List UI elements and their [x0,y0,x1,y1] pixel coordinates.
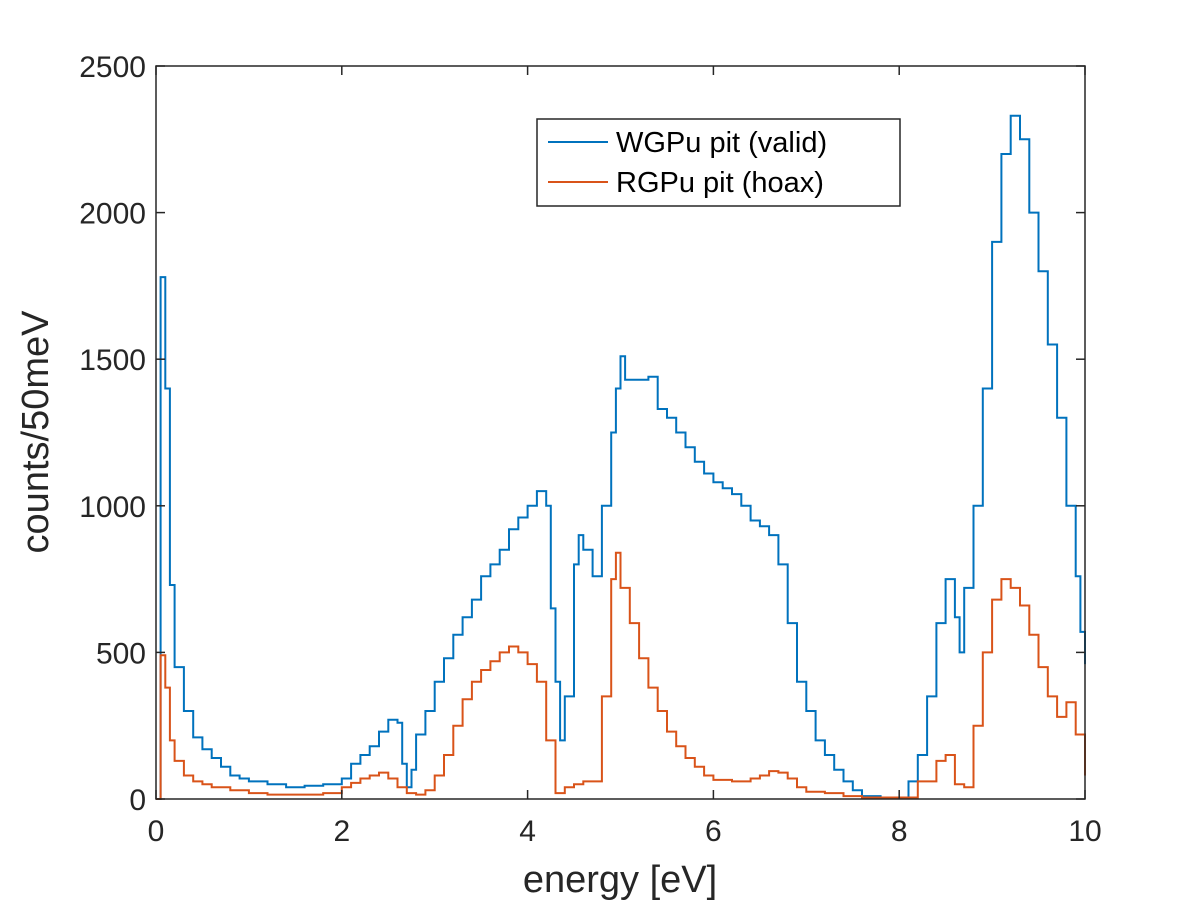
x-tick-label: 4 [519,815,536,848]
y-tick-label: 1000 [79,491,146,524]
y-tick-label: 0 [129,784,146,817]
y-tick-label: 1500 [79,344,146,377]
x-axis-label: energy [eV] [523,859,717,900]
y-axis-ticks: 0 500 1000 1500 2000 2500 [79,51,1085,817]
series-line-wgpu [156,114,1086,800]
legend-label-rgpu: RGPu pit (hoax) [616,167,824,199]
legend-box [536,118,901,207]
series-layer [156,114,1086,800]
y-tick-label: 2500 [79,51,146,84]
plot-frame [155,65,1086,800]
y-tick-label: 500 [96,637,146,670]
legend-label-wgpu: WGPu pit (valid) [616,127,827,159]
series-line-rgpu [156,551,1086,800]
x-tick-label: 2 [333,815,350,848]
legend: WGPu pit (valid) RGPu pit (hoax) [536,118,901,207]
x-tick-label: 0 [148,815,165,848]
x-axis-ticks: 0 2 4 6 8 10 [148,66,1102,848]
y-tick-label: 2000 [79,198,146,231]
x-tick-label: 10 [1068,815,1101,848]
x-tick-label: 6 [705,815,722,848]
y-axis-label: counts/50meV [15,310,57,554]
x-tick-label: 8 [891,815,908,848]
